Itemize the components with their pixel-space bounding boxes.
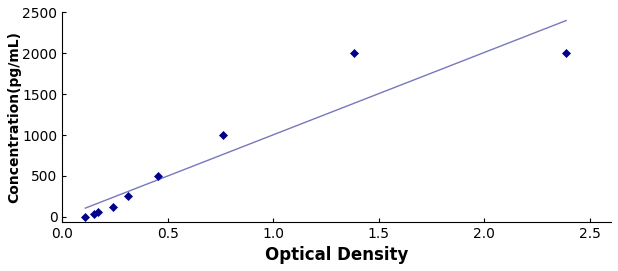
X-axis label: Optical Density: Optical Density [265,246,408,264]
Y-axis label: Concentration(pg/mL): Concentration(pg/mL) [7,31,21,203]
